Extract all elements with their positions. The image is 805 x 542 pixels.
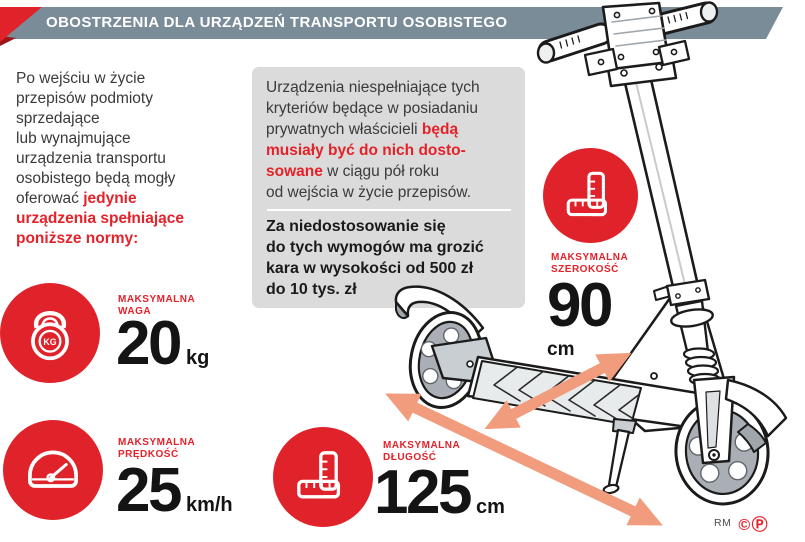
weight-label: MAKSYMALNA WAGA bbox=[118, 294, 196, 317]
info-box-divider bbox=[267, 209, 511, 211]
frame-panel bbox=[600, 296, 739, 433]
speed-circle bbox=[3, 420, 103, 520]
rear-wheel bbox=[408, 310, 484, 410]
length-unit: cm bbox=[475, 496, 505, 518]
handlebar bbox=[536, 1, 719, 88]
front-wheel bbox=[674, 398, 770, 506]
info-p1-normal-start: Urządzenia niespełniające tych kryteriów… bbox=[266, 79, 480, 138]
credit-author: RM bbox=[714, 517, 732, 529]
ruler-icon bbox=[566, 171, 607, 216]
info-p1-highlight: będą musiały być do nich dosto- sowane bbox=[266, 121, 466, 180]
left-grip bbox=[536, 22, 613, 64]
intro-normal: Po wejściu w życie przepisów podmioty sp… bbox=[16, 70, 176, 207]
width-arrow bbox=[484, 352, 632, 430]
kickstand bbox=[602, 418, 637, 495]
svg-text:KG: KG bbox=[43, 337, 56, 347]
ruler-icon bbox=[297, 451, 341, 499]
right-grip bbox=[642, 1, 719, 38]
front-suspension bbox=[682, 347, 722, 387]
deck bbox=[466, 355, 742, 435]
width-unit: cm bbox=[547, 339, 575, 360]
speedometer-icon bbox=[28, 450, 78, 488]
length-circle bbox=[273, 427, 373, 527]
info-box-paragraph-1: Urządzenia niespełniające tych kryteriów… bbox=[266, 77, 512, 203]
width-number: 90 bbox=[547, 271, 613, 340]
speed-unit: km/h bbox=[185, 494, 233, 516]
weight-number: 20 bbox=[116, 309, 182, 378]
width-label: MAKSYMALNA SZEROKOŚĆ bbox=[551, 252, 629, 275]
header-ribbon-fold bbox=[0, 36, 16, 46]
credits: RM ©Ⓟ bbox=[714, 511, 769, 535]
header-title: OBOSTRZENIA DLA URZĄDZEŃ TRANSPORTU OSOB… bbox=[46, 14, 508, 31]
rights-symbols-icon: ©Ⓟ bbox=[738, 517, 770, 534]
info-box: Urządzenia niespełniające tych kryteriów… bbox=[252, 67, 525, 308]
header-ribbon bbox=[0, 7, 42, 42]
length-number: 125 bbox=[374, 458, 472, 527]
speed-label: MAKSYMALNA PRĘDKOŚĆ bbox=[118, 437, 196, 460]
deck-grip-chevrons bbox=[493, 364, 641, 425]
intro-highlight: jedynie urządzenia spełniające poniższe … bbox=[16, 190, 184, 247]
intro-text: Po wejściu w życie przepisów podmioty sp… bbox=[16, 69, 251, 249]
stem-head bbox=[601, 1, 671, 71]
info-p1-normal-end: w ciągu pół roku od wejścia w życie prze… bbox=[266, 163, 472, 201]
length-value: 125 cm bbox=[374, 462, 505, 524]
weight-circle: KG bbox=[0, 283, 100, 383]
weight-value: 20 kg bbox=[116, 313, 209, 375]
front-mudguard bbox=[724, 378, 788, 453]
info-box-paragraph-2: Za niedostosowanie się do tych wymogów m… bbox=[266, 218, 484, 298]
frame-bolt bbox=[650, 372, 658, 380]
speed-value: 25 km/h bbox=[116, 460, 233, 522]
rear-wheel-mount bbox=[430, 336, 499, 383]
speed-number: 25 bbox=[116, 456, 182, 525]
kettlebell-icon: KG bbox=[31, 311, 69, 361]
weight-unit: kg bbox=[185, 347, 210, 369]
width-circle bbox=[543, 148, 638, 243]
front-fork bbox=[692, 375, 736, 465]
width-value: 90 cm bbox=[547, 271, 613, 361]
